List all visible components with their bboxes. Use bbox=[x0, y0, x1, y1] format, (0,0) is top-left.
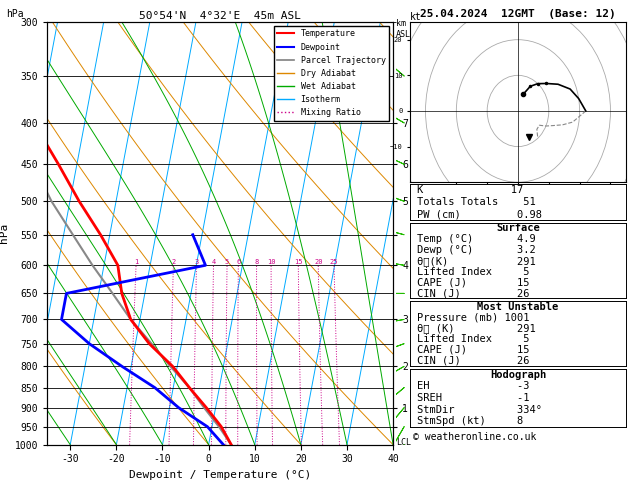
Text: θᴇ (K)          291: θᴇ (K) 291 bbox=[416, 323, 535, 333]
Text: Dewp (°C)       3.2: Dewp (°C) 3.2 bbox=[416, 245, 535, 255]
Text: K              17: K 17 bbox=[416, 185, 523, 195]
Text: 8: 8 bbox=[255, 260, 259, 265]
Text: PW (cm)         0.98: PW (cm) 0.98 bbox=[416, 209, 542, 219]
Text: 3: 3 bbox=[194, 260, 199, 265]
Text: 6: 6 bbox=[237, 260, 240, 265]
Text: Lifted Index     5: Lifted Index 5 bbox=[416, 266, 529, 277]
Text: kt: kt bbox=[410, 12, 422, 22]
Title: 50°54'N  4°32'E  45m ASL: 50°54'N 4°32'E 45m ASL bbox=[139, 11, 301, 21]
Text: 25.04.2024  12GMT  (Base: 12): 25.04.2024 12GMT (Base: 12) bbox=[420, 9, 616, 19]
Text: LCL: LCL bbox=[397, 438, 411, 447]
Text: 4: 4 bbox=[211, 260, 216, 265]
Text: 25: 25 bbox=[330, 260, 338, 265]
Text: 5: 5 bbox=[225, 260, 229, 265]
Text: EH              -3: EH -3 bbox=[416, 382, 529, 391]
Text: CIN (J)         26: CIN (J) 26 bbox=[416, 356, 529, 365]
Text: StmSpd (kt)     8: StmSpd (kt) 8 bbox=[416, 417, 523, 426]
Text: CIN (J)         26: CIN (J) 26 bbox=[416, 288, 529, 298]
Text: 15: 15 bbox=[294, 260, 303, 265]
Text: 20: 20 bbox=[314, 260, 323, 265]
Text: 1: 1 bbox=[134, 260, 138, 265]
X-axis label: Dewpoint / Temperature (°C): Dewpoint / Temperature (°C) bbox=[129, 470, 311, 480]
Text: CAPE (J)        15: CAPE (J) 15 bbox=[416, 345, 529, 355]
Text: km
ASL: km ASL bbox=[396, 19, 411, 39]
Text: 2: 2 bbox=[171, 260, 175, 265]
Text: Temp (°C)       4.9: Temp (°C) 4.9 bbox=[416, 234, 535, 244]
Text: Totals Totals    51: Totals Totals 51 bbox=[416, 197, 535, 207]
Text: Surface: Surface bbox=[496, 224, 540, 233]
Text: CAPE (J)        15: CAPE (J) 15 bbox=[416, 277, 529, 287]
Text: © weatheronline.co.uk: © weatheronline.co.uk bbox=[413, 433, 537, 442]
Y-axis label: hPa: hPa bbox=[0, 223, 9, 243]
Legend: Temperature, Dewpoint, Parcel Trajectory, Dry Adiabat, Wet Adiabat, Isotherm, Mi: Temperature, Dewpoint, Parcel Trajectory… bbox=[274, 26, 389, 121]
Text: 10: 10 bbox=[267, 260, 276, 265]
Text: Hodograph: Hodograph bbox=[490, 370, 546, 380]
Text: Pressure (mb) 1001: Pressure (mb) 1001 bbox=[416, 312, 529, 323]
Text: Mixing Ratio (g/kg): Mixing Ratio (g/kg) bbox=[412, 237, 421, 331]
Text: Lifted Index     5: Lifted Index 5 bbox=[416, 334, 529, 344]
Text: hPa: hPa bbox=[6, 9, 24, 19]
Text: SREH            -1: SREH -1 bbox=[416, 393, 529, 403]
Text: StmDir          334°: StmDir 334° bbox=[416, 405, 542, 415]
Text: θᴇ(K)           291: θᴇ(K) 291 bbox=[416, 256, 535, 266]
Text: Most Unstable: Most Unstable bbox=[477, 302, 559, 312]
